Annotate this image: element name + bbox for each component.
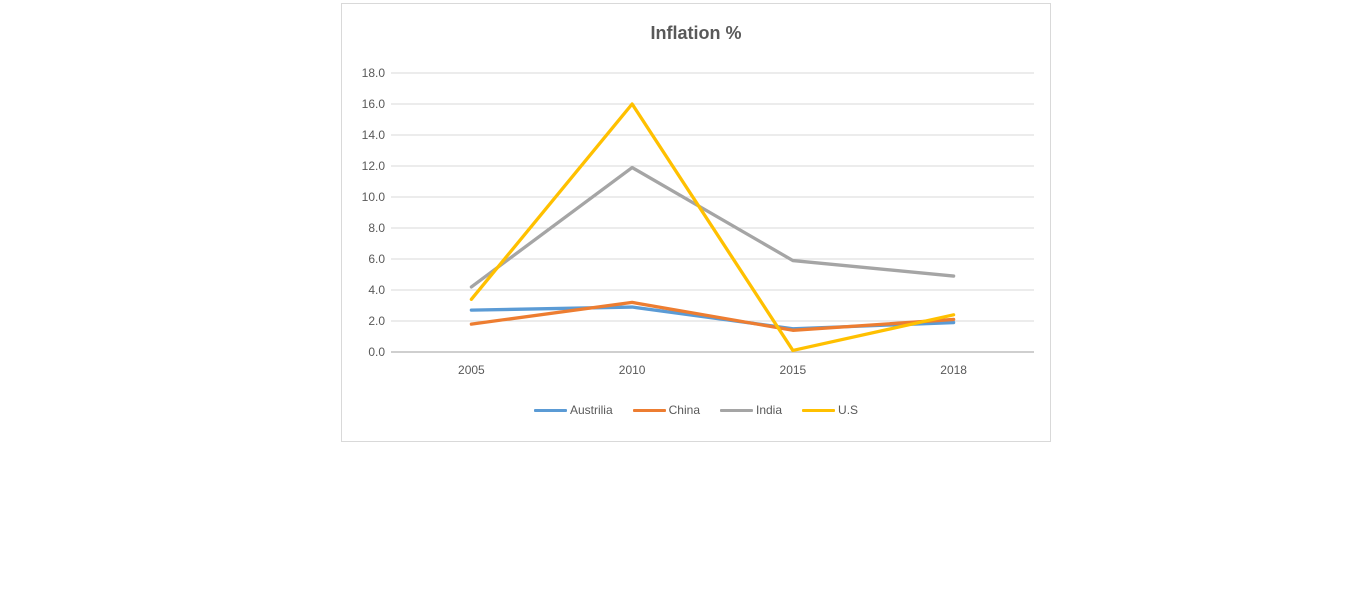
- legend-item-india[interactable]: India: [720, 403, 782, 417]
- legend-line-swatch: [802, 408, 836, 412]
- x-tick-label: 2015: [780, 363, 807, 377]
- y-tick-label: 6.0: [368, 252, 385, 266]
- y-tick-label: 14.0: [362, 128, 386, 142]
- legend-label: Austrilia: [569, 403, 613, 417]
- plot-area: 0.0 2.0 4.0 6.0 8.0 10.0 12.0 14.0 16.0 18.0 2005 2…: [362, 66, 1034, 377]
- legend-item-austrilia[interactable]: Austrilia: [533, 403, 613, 417]
- y-tick-label: 18.0: [362, 66, 386, 80]
- legend-label: U.S: [838, 403, 859, 417]
- chart-title: Inflation %: [650, 23, 742, 43]
- y-tick-label: 2.0: [368, 314, 385, 328]
- legend-item-u-s[interactable]: U.S: [802, 403, 858, 417]
- series-line-china: [469, 300, 956, 332]
- x-tick-label: 2010: [619, 363, 646, 377]
- legend-line-swatch: [632, 408, 666, 412]
- y-tick-label: 0.0: [368, 345, 385, 359]
- y-tick-label: 10.0: [362, 190, 386, 204]
- y-tick-label: 16.0: [362, 97, 386, 111]
- chart-card: 0.0 2.0 4.0 6.0 8.0 10.0 12.0 14.0 16.0 18.0 2005 2…: [341, 3, 1051, 442]
- y-tick-label: 8.0: [368, 221, 385, 235]
- series-line-india: [469, 165, 956, 289]
- y-tick-label: 12.0: [362, 159, 386, 173]
- legend-label: China: [668, 403, 700, 417]
- legend-line-swatch: [533, 408, 567, 412]
- y-tick-label: 4.0: [368, 283, 385, 297]
- x-tick-label: 2018: [940, 363, 967, 377]
- legend-line-swatch: [720, 408, 753, 412]
- legend-label: India: [756, 403, 783, 417]
- x-tick-label: 2005: [458, 363, 485, 377]
- legend-item-china[interactable]: China: [632, 403, 700, 417]
- series-line-u-s: [469, 102, 956, 353]
- legend: Austrilia China India U.S: [342, 403, 1050, 417]
